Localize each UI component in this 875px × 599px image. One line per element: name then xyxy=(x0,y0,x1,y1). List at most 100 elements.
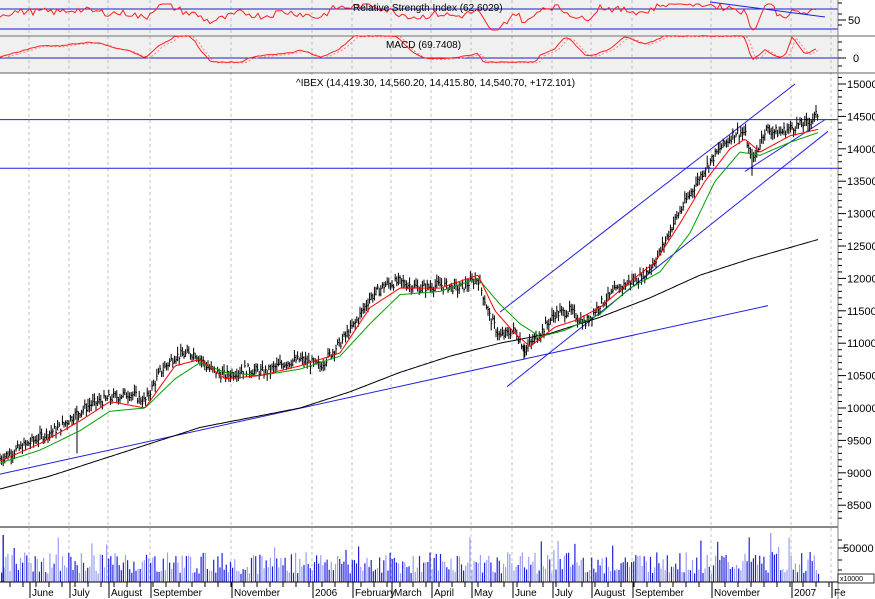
volume-bar xyxy=(530,564,532,582)
volume-bar xyxy=(334,563,337,582)
y-tick-label: 12000 xyxy=(847,273,875,285)
volume-bar xyxy=(765,570,767,582)
volume-bar xyxy=(704,568,706,582)
volume-bar xyxy=(402,561,404,582)
volume-bar xyxy=(234,559,236,582)
volume-bar xyxy=(477,563,479,582)
volume-bar xyxy=(372,571,374,582)
volume-bar xyxy=(555,569,557,582)
volume-bar xyxy=(32,571,34,582)
volume-bar xyxy=(57,537,59,582)
volume-bar xyxy=(391,559,393,582)
y-tick-label: 13500 xyxy=(847,176,875,188)
volume-bar xyxy=(523,567,526,582)
volume-bar xyxy=(387,570,389,582)
volume-bar xyxy=(469,537,471,582)
volume-bar xyxy=(635,555,637,582)
volume-bar xyxy=(303,564,305,582)
volume-bar xyxy=(712,565,715,582)
volume-bar xyxy=(284,557,286,582)
volume-bar xyxy=(192,572,194,582)
volume-bar xyxy=(599,565,601,582)
volume-bar xyxy=(574,543,576,582)
volume-bar xyxy=(624,557,626,582)
volume-bar xyxy=(127,560,129,582)
volume-bar xyxy=(528,556,530,582)
horizontal-levels xyxy=(0,119,838,169)
volume-bar xyxy=(618,569,620,582)
volume-bar xyxy=(418,556,421,582)
volume-bar xyxy=(778,546,780,582)
volume-bar xyxy=(416,567,418,582)
volume-bar xyxy=(311,570,313,582)
volume-bar xyxy=(715,555,717,582)
volume-bar xyxy=(465,565,467,582)
volume-bar xyxy=(64,565,66,582)
y-tick-label: 14500 xyxy=(847,111,875,123)
volume-bar xyxy=(217,556,219,582)
volume-bar xyxy=(534,552,536,582)
y-axis: 8500 9000 9500 10000 10500 11000 11500 12000 125… xyxy=(837,0,875,599)
volume-bar xyxy=(639,555,641,582)
volume-bar xyxy=(780,570,782,582)
volume-bar xyxy=(122,562,124,582)
volume-bar xyxy=(752,558,754,582)
volume-bar xyxy=(358,546,360,582)
volume-bar xyxy=(500,573,502,582)
volume-bar xyxy=(675,563,677,582)
volume-bar xyxy=(652,573,654,582)
volume-bar xyxy=(486,560,488,582)
volume-bar xyxy=(771,552,773,582)
macd-title: MACD (69.7408) xyxy=(386,40,461,51)
volume-bar xyxy=(13,548,15,582)
volume-bar xyxy=(544,568,547,582)
volume-bar xyxy=(286,570,288,582)
volume-bar xyxy=(166,552,169,582)
volume-bar xyxy=(513,570,515,582)
volume-bar xyxy=(809,552,811,582)
volume-bar xyxy=(160,570,162,582)
volume-bar xyxy=(316,555,318,582)
volume-bar xyxy=(320,555,322,582)
volume-bar xyxy=(242,569,244,582)
volume-bar xyxy=(278,567,280,582)
volume-bar xyxy=(729,569,731,582)
volume-bar xyxy=(610,571,612,582)
volume-bar xyxy=(586,572,589,582)
volume-bar xyxy=(626,562,628,582)
volume-bar xyxy=(406,567,408,582)
volume-bar xyxy=(221,553,223,582)
volume-bar xyxy=(95,570,97,582)
volume-bar xyxy=(397,563,400,582)
volume-bar xyxy=(446,567,448,582)
x-tick-label: September xyxy=(153,588,203,599)
volume-bar xyxy=(297,573,299,582)
volume-bar xyxy=(141,561,143,582)
volume-multiplier-box xyxy=(837,573,875,584)
volume-bar xyxy=(710,573,712,582)
volume-bar xyxy=(355,563,358,582)
volume-bar xyxy=(271,566,274,582)
volume-bar xyxy=(454,572,456,582)
volume-bar xyxy=(761,563,763,582)
volume-bar xyxy=(133,561,135,582)
volume-bar xyxy=(565,553,568,582)
volume-bar xyxy=(362,570,364,582)
volume-bar xyxy=(108,558,110,582)
volume-bar xyxy=(700,540,702,582)
volume-bar xyxy=(376,568,379,582)
x-tick-label: 2007 xyxy=(794,588,817,599)
volume-bar xyxy=(274,547,276,582)
volume-bar xyxy=(471,569,473,582)
volume-bar xyxy=(620,563,622,582)
volume-bar xyxy=(229,561,232,582)
volume-bar xyxy=(706,554,708,582)
volume-bar xyxy=(593,568,595,582)
volume-bar xyxy=(687,569,689,582)
volume-bar xyxy=(135,570,137,582)
y-axis-ticks: 8500 9000 9500 10000 10500 11000 11500 12000 125… xyxy=(838,2,875,571)
volume-bar xyxy=(87,567,89,582)
volume-bar xyxy=(484,562,486,582)
volume-multiplier-label: x10000 xyxy=(840,576,863,583)
